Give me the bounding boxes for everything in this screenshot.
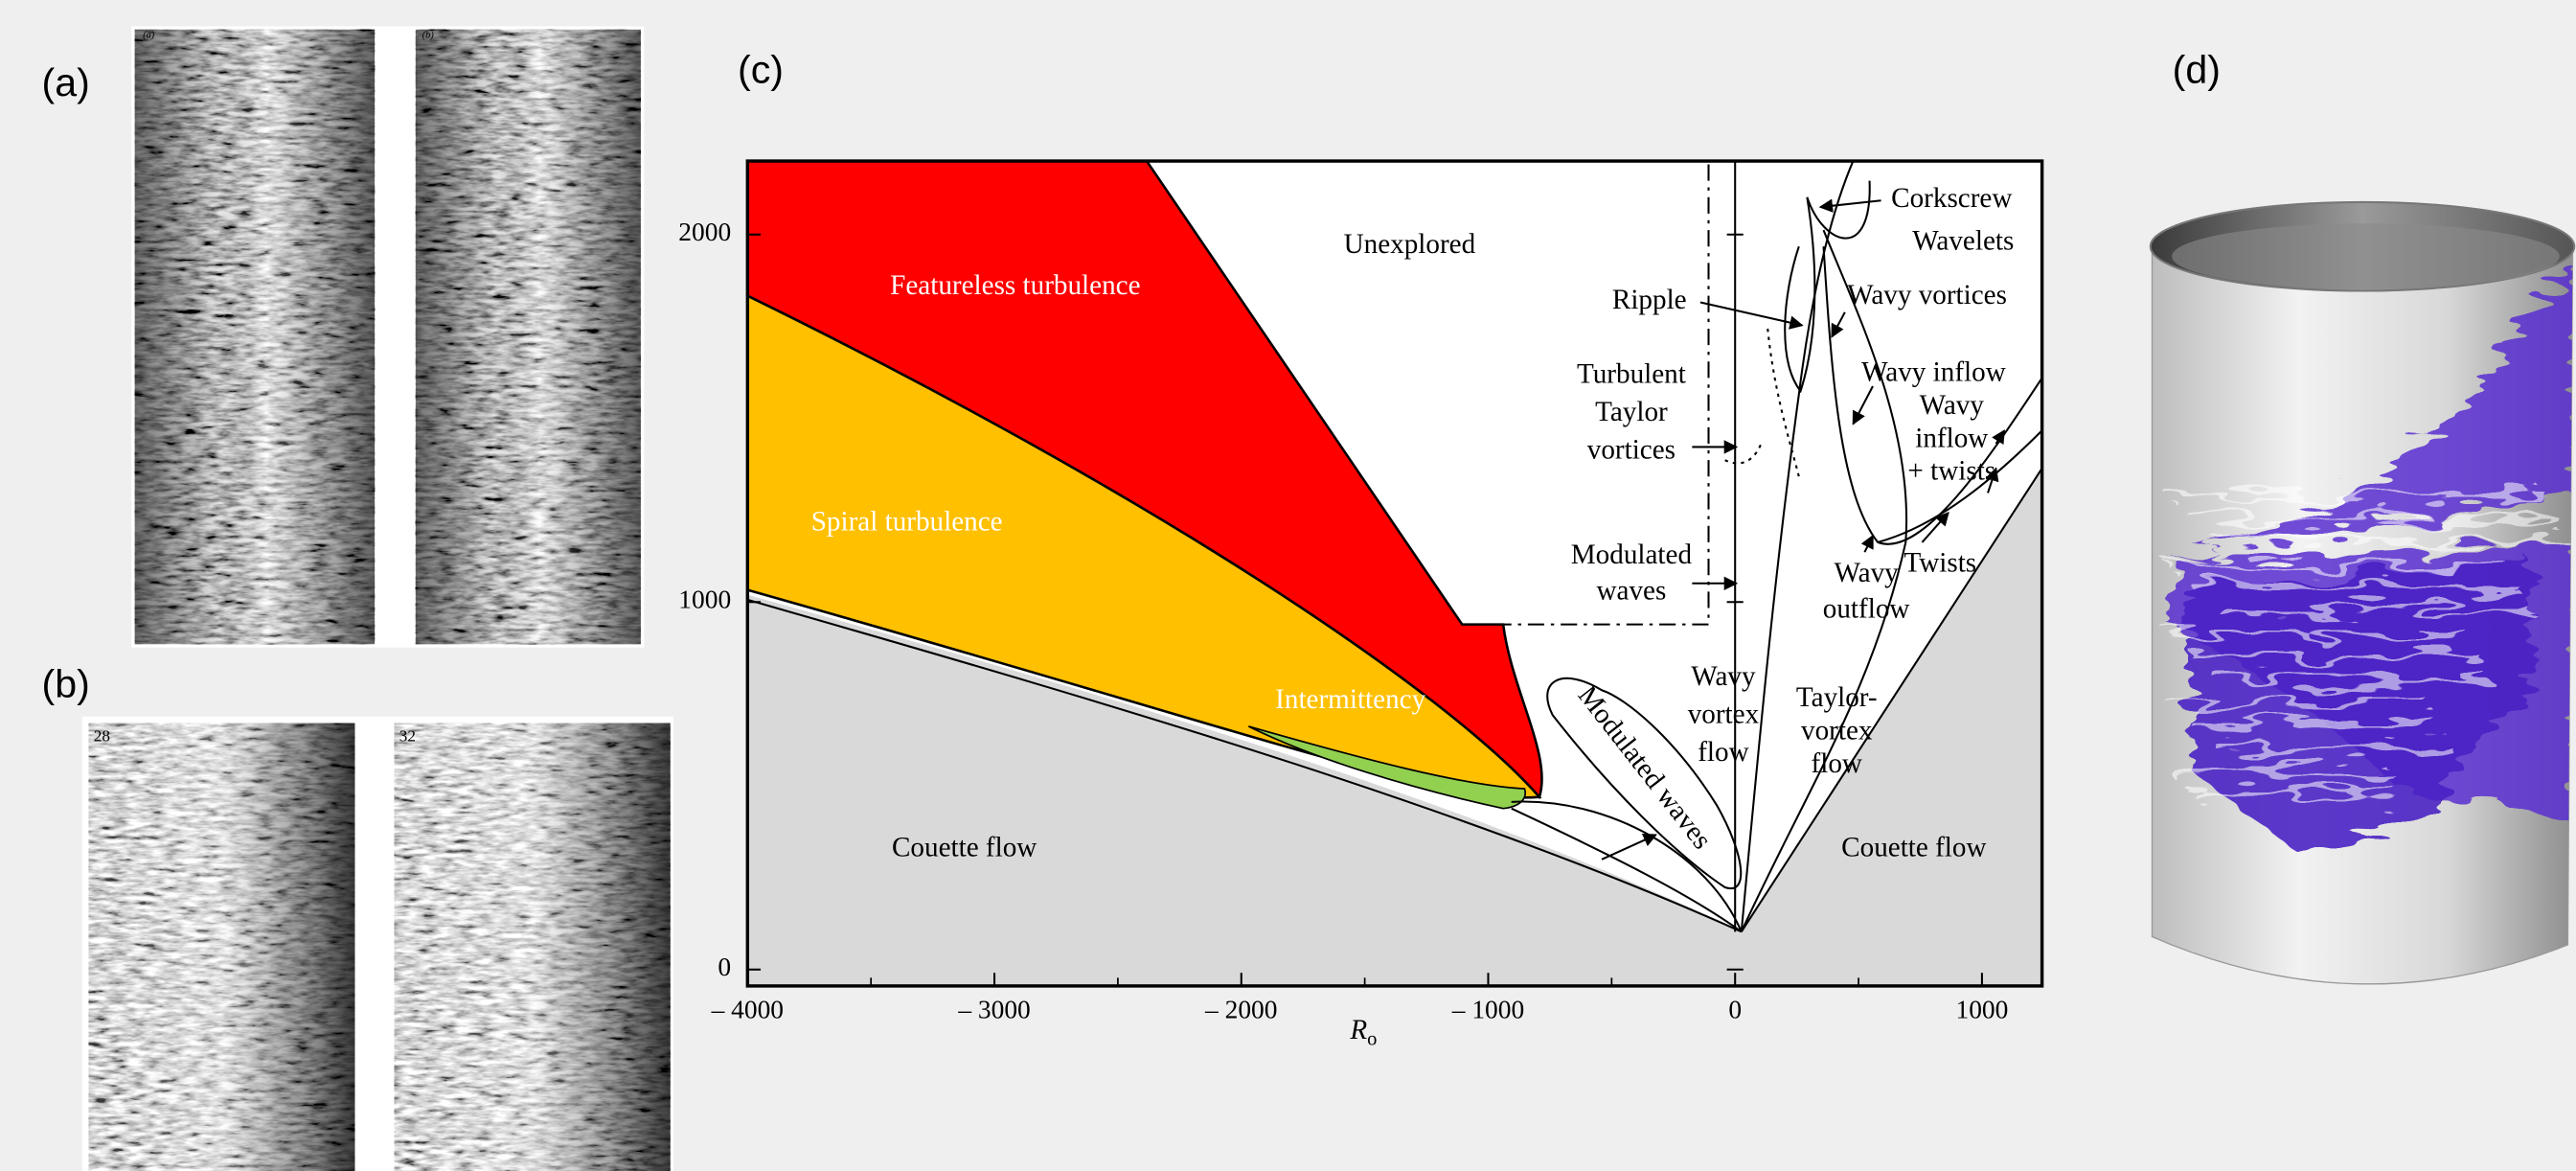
x-tick-label: – 3000 xyxy=(957,996,1030,1024)
vortex-streak xyxy=(2193,723,2439,728)
region-label: vortex xyxy=(1801,716,1873,746)
region-label: Wavy vortices xyxy=(1847,280,2007,310)
vortex-streak xyxy=(2169,493,2546,497)
region-label: Wavelets xyxy=(1912,225,2014,256)
region-label: Spiral turbulence xyxy=(811,507,1003,538)
x-tick-label: 0 xyxy=(1728,996,1742,1024)
photo-shading xyxy=(89,723,355,1171)
vortex-streak xyxy=(2218,746,2451,751)
photo-label: (a) xyxy=(143,30,155,40)
y-tick-label: 1000 xyxy=(678,586,731,614)
region-label: Couette flow xyxy=(1841,832,1986,862)
vortex-streak xyxy=(2218,608,2530,612)
region-label: vortices xyxy=(1587,434,1676,465)
region-label: Intermittency xyxy=(1275,684,1425,715)
photo-shading xyxy=(395,723,671,1171)
x-axis-label-main: R xyxy=(1349,1015,1367,1045)
y-tick-label: 2000 xyxy=(678,218,731,246)
x-tick-label: – 4000 xyxy=(711,996,784,1024)
region-label: Wavy xyxy=(1920,390,1985,421)
region-label: Taylor- xyxy=(1796,682,1878,713)
x-tick-label: – 2000 xyxy=(1204,996,1277,1024)
photo-label: 28 xyxy=(94,726,110,745)
panel-label: (d) xyxy=(2173,47,2221,91)
region-label: Twists xyxy=(1904,548,1976,579)
vortex-streak xyxy=(2193,654,2478,659)
photo-label: (b) xyxy=(422,30,435,40)
figure: (a) (b) (c) (d) (a) (b) 28 32 – 4000 – 3000 – 2000… xyxy=(0,0,2576,1171)
x-tick-label: 1000 xyxy=(1956,996,2009,1024)
region-label: Featureless turbulence xyxy=(890,270,1140,301)
y-tick-label: 0 xyxy=(718,953,731,981)
photo-label: 32 xyxy=(399,726,416,745)
region-label: Wavy xyxy=(1691,661,1756,692)
vortex-streak xyxy=(2169,631,2468,636)
x-tick-label: – 1000 xyxy=(1451,996,1524,1024)
region-label: Turbulent xyxy=(1577,358,1686,389)
region-label: flow xyxy=(1698,737,1748,768)
panel-label: (c) xyxy=(738,47,784,91)
region-label: Taylor xyxy=(1595,397,1668,427)
region-label: Wavy xyxy=(1835,558,1900,588)
vortex-streak xyxy=(2193,792,2400,797)
x-axis-label: Ro xyxy=(1349,1015,1377,1050)
region-label: vortex xyxy=(1688,699,1760,729)
panel-label: (b) xyxy=(42,662,90,706)
photo-shading xyxy=(416,30,641,644)
photo-shading xyxy=(135,30,375,644)
region-label: outflow xyxy=(1823,594,1910,625)
region-label: waves xyxy=(1596,576,1666,607)
region-label: flow xyxy=(1812,748,1862,779)
x-axis-label-sub: o xyxy=(1367,1029,1377,1050)
vortex-streak xyxy=(2218,539,2569,543)
vortex-streak xyxy=(2193,516,2558,520)
vortex-streak xyxy=(2169,700,2428,705)
cylinder-inner xyxy=(2172,223,2560,289)
vortex-streak xyxy=(2169,769,2389,774)
region-label: inflow xyxy=(1915,423,1988,453)
vortex-streak xyxy=(2193,585,2519,589)
region-label: Ripple xyxy=(1612,285,1687,315)
region-label: + twists xyxy=(1907,456,1995,487)
region-label: Corkscrew xyxy=(1891,183,2012,214)
vortex-streak xyxy=(2169,562,2507,566)
vortex-streak xyxy=(2218,677,2491,682)
panel-label: (a) xyxy=(42,60,90,104)
region-label: Wavy inflow xyxy=(1861,357,2006,388)
region-label: Modulated xyxy=(1571,540,1693,570)
region-label: Unexplored xyxy=(1344,229,1476,260)
region-label: Couette flow xyxy=(892,832,1037,862)
